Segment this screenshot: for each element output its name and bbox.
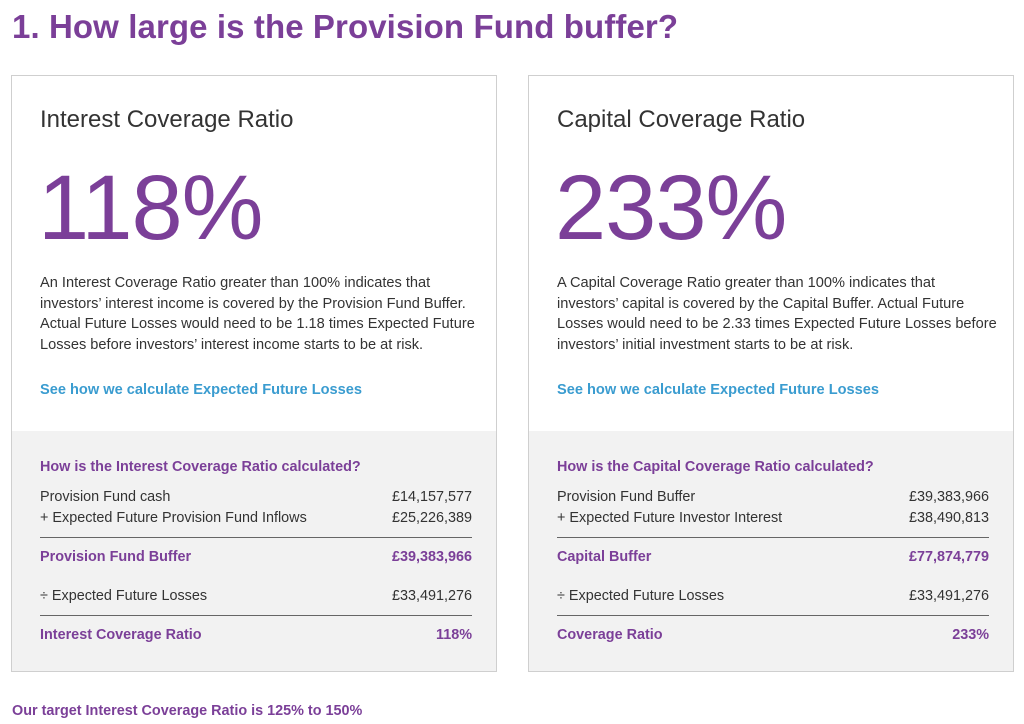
calc-row-value: £14,157,577 [391, 489, 472, 505]
divider [40, 537, 472, 538]
calc-row-label: Provision Fund cash [40, 489, 171, 505]
calc-row-label: Provision Fund Buffer [40, 549, 192, 565]
target-ratio-note: Our target Interest Coverage Ratio is 12… [12, 703, 363, 719]
interest-calculation-panel: How is the Interest Coverage Ratio calcu… [12, 431, 496, 671]
calc-row-value: 233% [952, 627, 989, 643]
interest-card-heading: Interest Coverage Ratio [40, 106, 294, 133]
page-title: 1. How large is the Provision Fund buffe… [12, 8, 679, 45]
calc-row-label: Coverage Ratio [557, 627, 663, 643]
calc-row-subtotal: Provision Fund Buffer £39,383,966 [40, 549, 472, 565]
capital-calculation-panel: How is the Capital Coverage Ratio calcul… [529, 431, 1013, 671]
capital-card-description: A Capital Coverage Ratio greater than 10… [557, 275, 997, 353]
calc-row: + Expected Future Investor Interest £38,… [557, 510, 989, 526]
divider [40, 615, 472, 616]
interest-card-description: An Interest Coverage Ratio greater than … [40, 275, 475, 353]
calc-row-value: £33,491,276 [391, 588, 472, 604]
interest-calc-heading: How is the Interest Coverage Ratio calcu… [40, 459, 361, 475]
calc-row-label: Provision Fund Buffer [557, 489, 696, 505]
calc-row: ÷ Expected Future Losses £33,491,276 [557, 588, 989, 604]
calc-row-total: Coverage Ratio 233% [557, 627, 989, 643]
calc-row-subtotal: Capital Buffer £77,874,779 [557, 549, 989, 565]
capital-coverage-value: 233% [555, 157, 787, 259]
divider [557, 537, 989, 538]
calc-row-total: Interest Coverage Ratio 118% [40, 627, 472, 643]
calc-row-label: ÷ Expected Future Losses [557, 588, 725, 604]
calc-row-value: 118% [435, 627, 472, 643]
capital-card-heading: Capital Coverage Ratio [557, 106, 806, 133]
calc-row: + Expected Future Provision Fund Inflows… [40, 510, 472, 526]
calc-row-label: + Expected Future Investor Interest [557, 510, 783, 526]
calc-row-value: £38,490,813 [908, 510, 989, 526]
calc-row-value: £33,491,276 [908, 588, 989, 604]
calc-row-value: £25,226,389 [391, 510, 472, 526]
capital-coverage-card: Capital Coverage Ratio 233% A Capital Co… [528, 75, 1014, 672]
calc-row: Provision Fund Buffer £39,383,966 [557, 489, 989, 505]
calc-row-label: + Expected Future Provision Fund Inflows [40, 510, 307, 526]
expected-losses-link[interactable]: See how we calculate Expected Future Los… [557, 382, 879, 398]
calc-row-value: £39,383,966 [908, 489, 989, 505]
calc-row-label: Interest Coverage Ratio [40, 627, 202, 643]
calc-row-value: £39,383,966 [391, 549, 472, 565]
calc-row-value: £77,874,779 [908, 549, 989, 565]
capital-card-summary: Capital Coverage Ratio 233% A Capital Co… [529, 76, 1013, 431]
calc-row-label: ÷ Expected Future Losses [40, 588, 208, 604]
interest-card-summary: Interest Coverage Ratio 118% An Interest… [12, 76, 496, 431]
capital-calc-heading: How is the Capital Coverage Ratio calcul… [557, 459, 874, 475]
interest-coverage-card: Interest Coverage Ratio 118% An Interest… [11, 75, 497, 672]
calc-row: Provision Fund cash £14,157,577 [40, 489, 472, 505]
interest-coverage-value: 118% [38, 157, 263, 259]
expected-losses-link[interactable]: See how we calculate Expected Future Los… [40, 382, 362, 398]
calc-row-label: Capital Buffer [557, 549, 652, 565]
divider [557, 615, 989, 616]
calc-row: ÷ Expected Future Losses £33,491,276 [40, 588, 472, 604]
